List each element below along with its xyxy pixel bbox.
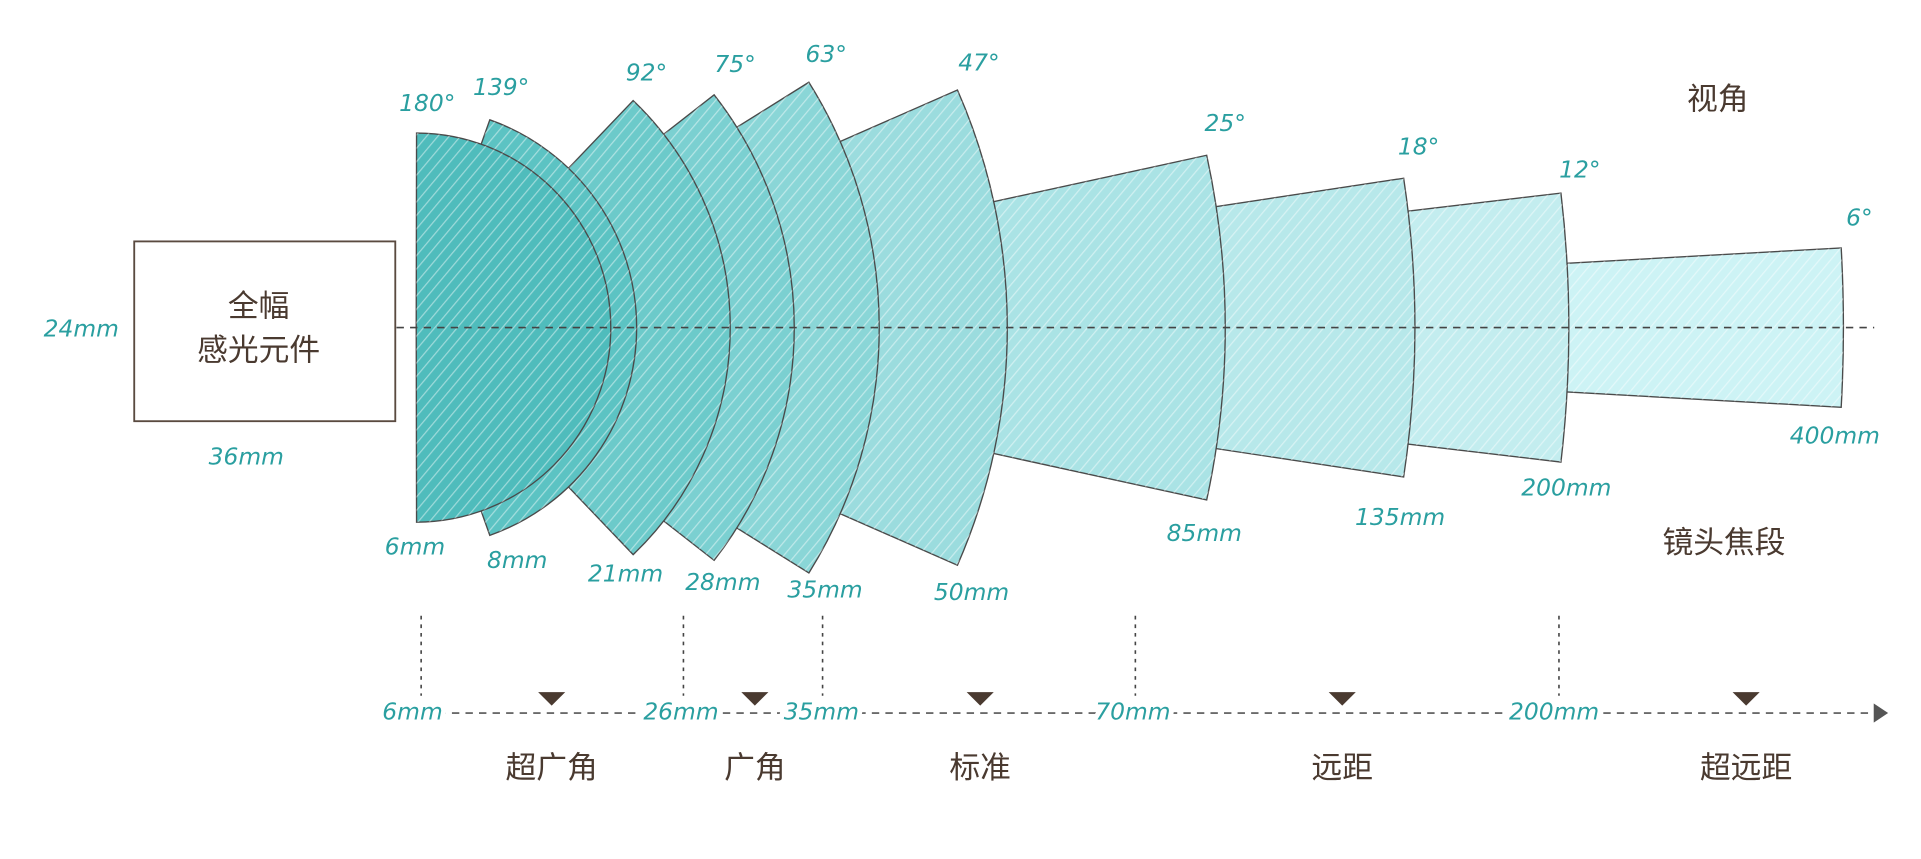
focal-label: 35mm — [787, 576, 862, 604]
axis-tick-label: 35mm — [784, 698, 859, 726]
angle-label: 63° — [806, 40, 847, 68]
labels: 180° 6mm 139° 8mm 92° 21mm 75° 28mm 63° 35mm 47° 50… — [377, 40, 1880, 786]
fan-hatch — [416, 133, 611, 523]
axis-tick-label: 70mm — [1095, 698, 1170, 726]
focal-header: 镜头焦段 — [1662, 525, 1785, 561]
range-label: 标准 — [949, 750, 1011, 786]
axis-tick-label: 200mm — [1509, 698, 1599, 726]
angle-label: 25° — [1205, 109, 1246, 137]
range-marker — [1328, 692, 1356, 706]
angle-header: 视角 — [1687, 82, 1749, 118]
angle-label: 180° — [399, 89, 455, 117]
range-label: 远距 — [1311, 750, 1373, 786]
range-marker — [538, 692, 566, 706]
range-label: 超广角 — [506, 750, 598, 786]
focal-label: 400mm — [1790, 422, 1880, 450]
range-label: 广角 — [724, 750, 786, 786]
angle-label: 18° — [1398, 132, 1439, 160]
angle-label: 47° — [958, 49, 999, 77]
sensor-box — [133, 240, 397, 423]
focal-label: 21mm — [588, 560, 663, 588]
range-marker — [1732, 692, 1760, 706]
axis-tick-label: 26mm — [643, 698, 718, 726]
focal-label: 6mm — [385, 533, 445, 561]
range-marker — [966, 692, 994, 706]
sensor-label: 感光元件 — [197, 333, 320, 369]
angle-label: 6° — [1846, 204, 1873, 232]
focal-label: 135mm — [1355, 503, 1445, 531]
range-marker — [741, 692, 769, 706]
focal-label: 28mm — [685, 568, 760, 596]
angle-label: 92° — [626, 58, 667, 86]
axis-tick-label: 6mm — [382, 698, 442, 726]
angle-label: 75° — [714, 50, 755, 78]
focal-label: 8mm — [487, 546, 547, 574]
sensor-width: 36mm — [209, 443, 284, 471]
range-label: 超远距 — [1700, 750, 1792, 786]
focal-label: 200mm — [1521, 473, 1611, 501]
angle-label: 139° — [473, 73, 529, 101]
sensor-height: 24mm — [44, 315, 119, 343]
angle-label: 12° — [1559, 156, 1600, 184]
sensor-label: 全幅 — [228, 288, 290, 324]
focal-label: 85mm — [1167, 519, 1242, 547]
focal-label: 50mm — [934, 578, 1009, 606]
